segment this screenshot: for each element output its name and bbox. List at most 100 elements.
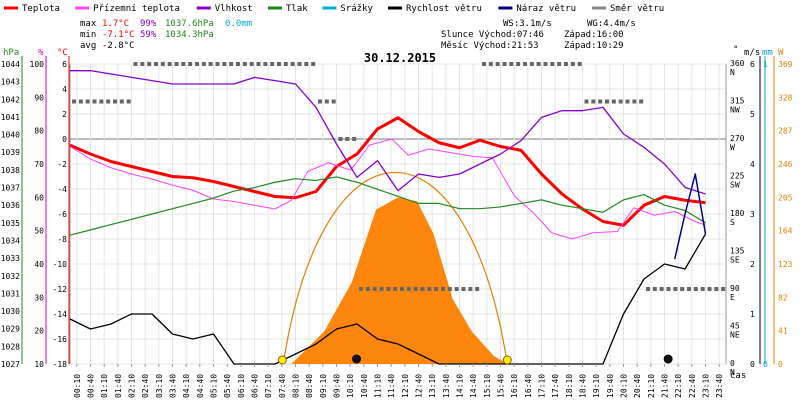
stats-block: max 1.7°C 99% 1037.6hPa 0.0mm min -7.1°C… [80,19,636,51]
wind-direction-mark-2-0 [113,99,117,104]
pressure-tick-11: 1038 [1,166,20,175]
wind-direction-mark-22-0 [523,62,527,66]
direction-name-7: NW [730,106,740,115]
humidity-axis-label: % [38,48,44,58]
wind-direction-mark-18-1 [447,287,452,291]
series-line-4 [69,233,707,365]
pressure-tick-1: 1028 [1,342,20,351]
wind-direction-mark-16-2 [413,287,418,291]
pressure-tick-0: 1027 [1,360,20,369]
wind-direction-mark-30-2 [700,287,705,291]
wind-direction-mark-11-2 [311,62,316,66]
direction-name-0: N [730,368,735,377]
stats-max-rain: 0.0mm [225,19,252,29]
wind-direction-mark-30-1 [693,287,698,291]
wind-direction-mark-10-1 [283,62,288,66]
wind-tick-6: 6 [750,60,755,69]
temperature-tick-2: -14 [53,310,68,319]
x-tick-label-0: 00:10 [73,374,82,398]
x-tick-label-42: 21:10 [647,374,656,398]
rain-axis-label: mm [762,48,773,58]
x-tick-label-20: 10:10 [346,374,355,398]
stats-avg-temp: -2.8°C [102,41,135,51]
direction-name-5: SW [730,181,740,190]
temperature-tick-12: 6 [62,60,67,69]
direction-tick-6: 270 [730,134,745,143]
series-line-5 [674,173,707,260]
wind-direction-mark-26-0 [605,99,609,104]
wind-direction-mark-25-1 [591,99,596,104]
humidity-tick-5: 60 [34,193,44,202]
wind-direction-mark-27-2 [639,99,644,104]
wind-direction-mark-14-2 [372,287,377,291]
x-tick-label-28: 14:10 [456,374,465,398]
legend-label-0: Teplota [22,4,60,14]
wind-tick-1: 1 [750,310,755,319]
moon-marker-0 [352,354,362,364]
wind-direction-mark-11-1 [304,62,309,66]
direction-tick-4: 180 [730,209,745,218]
humidity-tick-9: 100 [30,60,45,69]
x-tick-label-14: 07:10 [264,374,273,398]
x-tick-label-19: 09:40 [333,374,342,398]
humidity-tick-4: 50 [34,227,44,236]
direction-tick-2: 90 [730,284,740,293]
wind-direction-mark-26-2 [618,99,623,104]
wind-direction-mark-23-2 [557,62,562,66]
x-tick-label-17: 08:40 [305,374,314,398]
sun-rise-stat: Slunce Východ:07:46 [441,30,544,40]
x-tick-label-46: 23:10 [702,374,711,398]
wind-direction-mark-24-0 [564,62,568,66]
wind-speed-stat: WS:3.1m/s [503,19,552,29]
x-tick-label-43: 21:40 [661,374,670,398]
solar-max-curve [282,171,508,365]
direction-tick-0: 0 [730,359,735,368]
direction-name-4: S [730,218,735,227]
wind-direction-mark-29-2 [680,287,685,291]
series-line-3 [69,176,706,236]
direction-tick-3: 135 [730,247,745,256]
x-tick-label-45: 22:40 [688,374,697,398]
wind-direction-mark-6-0 [195,62,199,66]
x-tick-label-44: 22:10 [674,374,683,398]
wind-direction-mark-18-2 [454,287,459,291]
humidity-tick-7: 80 [34,127,44,136]
temperature-tick-8: -2 [57,160,67,169]
wind-direction-mark-25-0 [584,99,589,104]
pressure-tick-13: 1040 [1,131,20,140]
wind-direction-mark-8-0 [236,62,240,66]
temperature-tick-6: -6 [57,210,67,219]
stats-min-hum: 59% [140,30,157,40]
wind-direction-mark-15-1 [386,287,391,291]
wind-direction-mark-0-2 [85,99,90,104]
sun-marker-0 [277,355,287,365]
x-tick-label-30: 15:10 [483,374,492,398]
direction-name-2: E [730,293,735,302]
wind-direction-mark-19-0 [461,287,466,291]
x-tick-label-11: 05:40 [223,374,232,398]
wind-direction-mark-12-0 [318,99,322,104]
x-tick-label-2: 01:10 [100,374,109,398]
x-tick-label-3: 01:40 [114,374,123,398]
stats-min-press: 1034.3hPa [165,30,214,40]
wind-direction-mark-13-1 [345,137,350,141]
x-tick-label-31: 15:40 [497,374,506,398]
temperature-tick-10: 2 [62,110,67,119]
direction-tick-5: 225 [730,172,745,181]
stats-min-label: min [80,30,96,40]
x-tick-label-10: 05:10 [210,374,219,398]
stats-max-hum: 99% [140,19,157,29]
wind-direction-mark-28-1 [652,287,657,291]
legend-label-3: Tlak [286,4,308,14]
wind-direction-mark-27-0 [625,99,630,104]
wind-direction-mark-20-0 [482,62,486,66]
temperature-tick-4: -10 [53,260,68,269]
solar-tick-6: 246 [778,160,793,169]
legend-label-1: Přízemní teplota [93,4,180,14]
wind-direction-mark-21-2 [516,62,521,66]
moon-rise-stat: Měsíc Východ:21:53 [441,41,539,51]
wind-direction-mark-22-1 [529,62,534,66]
wind-direction-mark-9-1 [263,62,268,66]
sun-marker-1 [502,355,512,365]
wind-direction-mark-16-0 [400,287,404,291]
